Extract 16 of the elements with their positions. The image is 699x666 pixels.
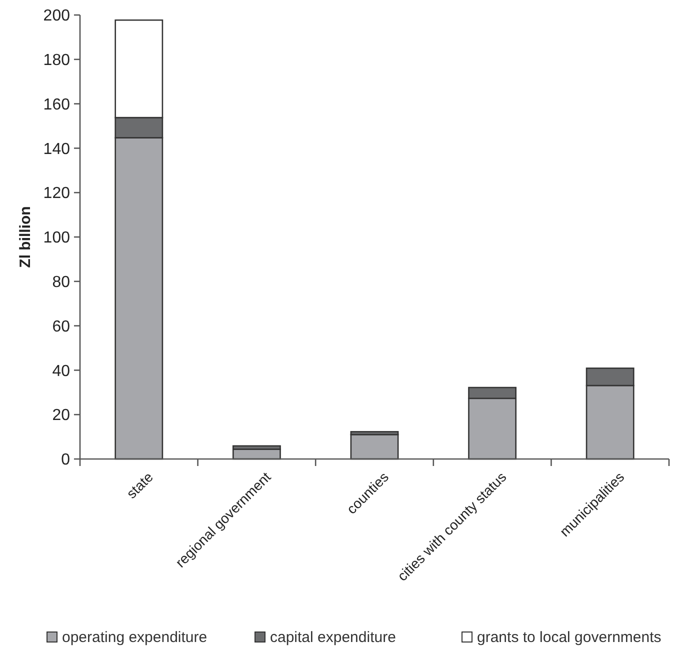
y-tick-label: 140 (43, 140, 70, 158)
y-tick-label: 180 (43, 52, 70, 69)
y-tick-label: 20 (52, 407, 70, 424)
bar (350, 434, 399, 460)
y-tick-label: 80 (52, 274, 70, 291)
y-tick-label: 0 (61, 452, 70, 469)
y-tick-label: 60 (52, 318, 70, 336)
y-tick-label: 160 (43, 96, 70, 114)
legend-label: operating expenditure (62, 629, 208, 646)
y-tick-label: 120 (43, 185, 70, 202)
legend-label: capital expenditure (270, 629, 396, 646)
legend-label: grants to local governments (477, 629, 662, 646)
y-axis-title: Zl billion (17, 206, 34, 268)
y-tick-label: 100 (43, 230, 70, 247)
y-tick-label: 40 (52, 362, 70, 380)
y-tick-label: 200 (43, 8, 70, 25)
